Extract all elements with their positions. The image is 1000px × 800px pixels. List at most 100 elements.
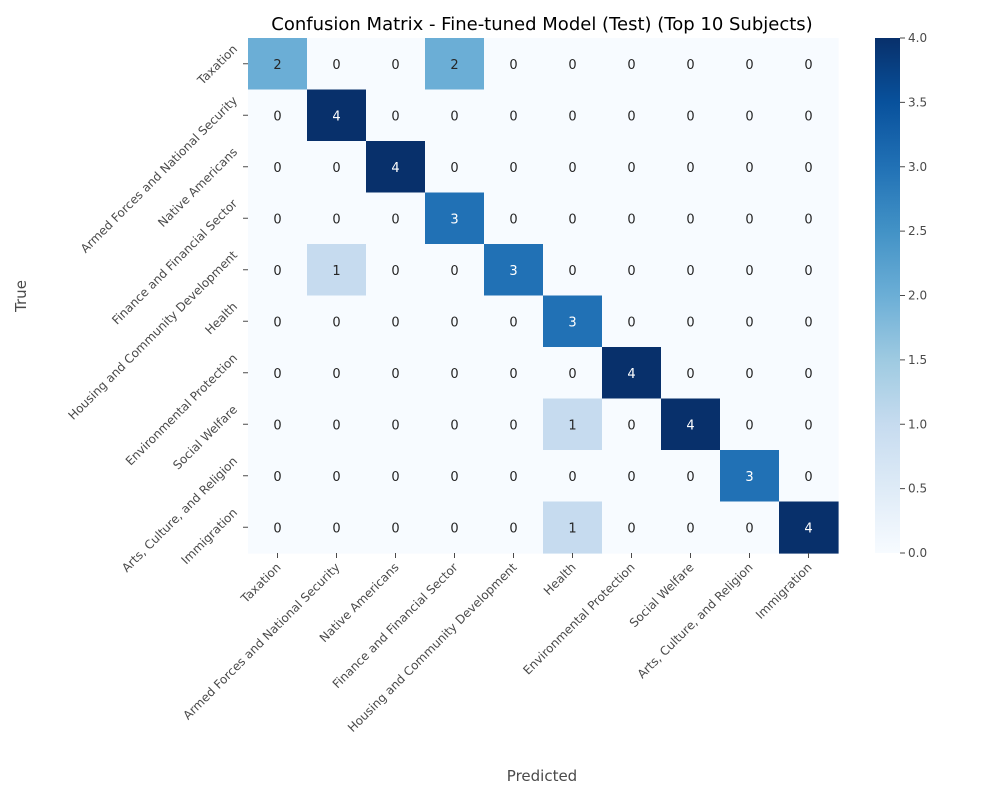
heatmap-cell [779, 38, 839, 91]
heatmap-cell [484, 450, 544, 503]
cell-value-label: 0 [804, 161, 812, 176]
colorbar-gradient [875, 38, 900, 553]
heatmap-cell [425, 38, 485, 91]
colorbar-tick-label: 3.0 [908, 160, 927, 174]
cell-value-label: 0 [745, 161, 753, 176]
heatmap-cell [484, 295, 544, 348]
cell-value-label: 0 [627, 264, 635, 279]
heatmap-cell [720, 347, 780, 400]
heatmap-cell [307, 192, 367, 245]
cell-value-label: 0 [450, 367, 458, 382]
cell-value-label: 0 [745, 264, 753, 279]
cell-value-label: 0 [509, 212, 517, 227]
heatmap-cell [425, 89, 485, 142]
cell-value-label: 0 [273, 315, 281, 330]
heatmap-cell [366, 89, 426, 142]
heatmap-cell [602, 38, 662, 91]
cell-value-label: 0 [745, 418, 753, 433]
heatmap-cell [484, 89, 544, 142]
heatmap-cell [720, 38, 780, 91]
heatmap-cell [366, 244, 426, 297]
heatmap-cell [248, 89, 308, 142]
cell-value-label: 0 [391, 315, 399, 330]
heatmap-cell [484, 192, 544, 245]
cell-value-label: 0 [627, 212, 635, 227]
heatmap-cell [661, 89, 721, 142]
heatmap-cell [720, 295, 780, 348]
heatmap-cells [248, 38, 839, 554]
heatmap-cell [425, 347, 485, 400]
heatmap-cell [425, 450, 485, 503]
cell-value-label: 1 [568, 418, 576, 433]
heatmap-cell [366, 398, 426, 451]
heatmap-cell [307, 38, 367, 91]
cell-value-label: 0 [391, 418, 399, 433]
heatmap-cell [248, 501, 308, 554]
cell-value-label: 0 [568, 470, 576, 485]
cell-value-label: 0 [391, 58, 399, 73]
heatmap-cell [543, 450, 603, 503]
heatmap-cell [720, 398, 780, 451]
heatmap-cell [779, 398, 839, 451]
heatmap-cell [779, 347, 839, 400]
cell-value-label: 0 [273, 161, 281, 176]
heatmap-cell [602, 141, 662, 194]
cell-value-label: 0 [450, 521, 458, 536]
chart-title: Confusion Matrix - Fine-tuned Model (Tes… [271, 14, 812, 35]
cell-value-label: 0 [509, 58, 517, 73]
colorbar: 0.0 0.5 1.0 1.5 2.0 2.5 3.0 3.5 4.0 [875, 31, 927, 560]
cell-value-label: 0 [686, 521, 694, 536]
cell-value-label: 0 [804, 58, 812, 73]
cell-value-label: 0 [745, 315, 753, 330]
heatmap-cell [425, 192, 485, 245]
heatmap-cell [661, 450, 721, 503]
heatmap-cell [602, 89, 662, 142]
heatmap-cell [366, 501, 426, 554]
cell-value-label: 0 [273, 521, 281, 536]
cell-value-label: 0 [391, 109, 399, 124]
heatmap-cell [543, 398, 603, 451]
cell-value-label: 0 [568, 212, 576, 227]
heatmap-cell [307, 501, 367, 554]
heatmap-cell [720, 244, 780, 297]
cell-value-label: 0 [686, 470, 694, 485]
heatmap-cell [484, 501, 544, 554]
cell-value-label: 0 [273, 470, 281, 485]
colorbar-tick-label: 1.5 [908, 353, 927, 367]
cell-value-label: 1 [332, 264, 340, 279]
heatmap-cell [366, 38, 426, 91]
cell-value-label: 0 [568, 264, 576, 279]
cell-value-label: 0 [332, 418, 340, 433]
cell-value-label: 3 [745, 470, 753, 485]
cell-value-label: 0 [686, 58, 694, 73]
heatmap-cell [366, 295, 426, 348]
x-tick-label: Environmental Protection [520, 560, 637, 677]
heatmap-cell [484, 141, 544, 194]
cell-value-label: 0 [332, 58, 340, 73]
heatmap-cell [543, 347, 603, 400]
x-tick-label: Immigration [753, 560, 815, 622]
cell-value-label: 0 [509, 161, 517, 176]
heatmap-cell [779, 192, 839, 245]
heatmap-cell [366, 141, 426, 194]
heatmap-cell [779, 501, 839, 554]
cell-value-label: 0 [509, 470, 517, 485]
heatmap-cell [720, 501, 780, 554]
cell-value-label: 0 [627, 109, 635, 124]
cell-value-label: 0 [804, 109, 812, 124]
heatmap-cell [661, 141, 721, 194]
heatmap-cell [307, 141, 367, 194]
cell-value-label: 0 [450, 418, 458, 433]
cell-value-label: 3 [450, 212, 458, 227]
heatmap-cell [248, 398, 308, 451]
cell-value-label: 0 [686, 264, 694, 279]
cell-value-label: 0 [804, 367, 812, 382]
x-tick-label: Health [541, 560, 579, 598]
heatmap-cell [425, 244, 485, 297]
cell-value-label: 0 [273, 109, 281, 124]
cell-value-label: 0 [391, 521, 399, 536]
colorbar-tick-label: 2.5 [908, 224, 927, 238]
heatmap-cell [543, 501, 603, 554]
